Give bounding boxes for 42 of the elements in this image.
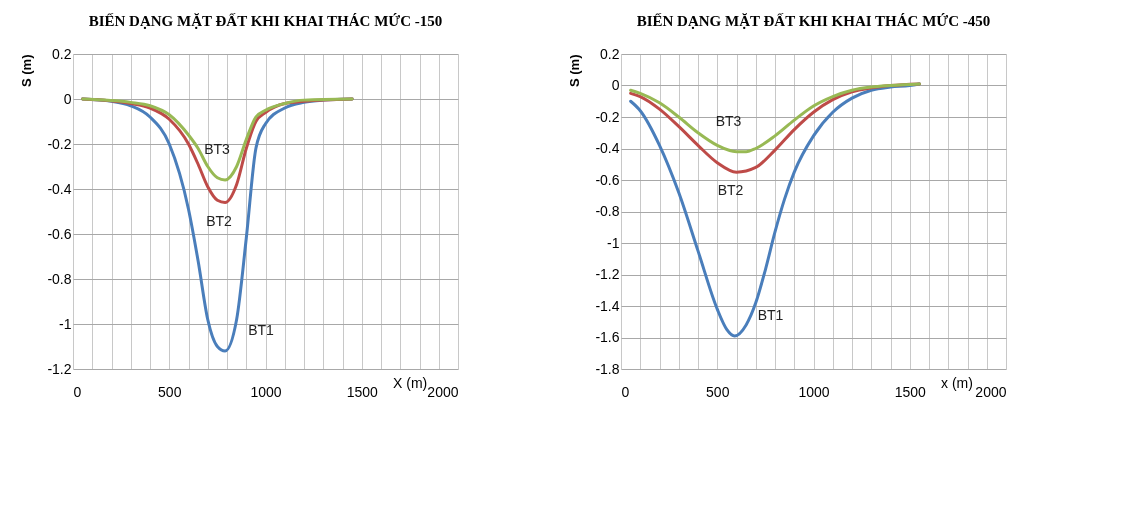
- y-tick-label: -0.6: [47, 225, 72, 242]
- x-tick-label: 2000: [427, 383, 459, 400]
- x-tick-label: 1000: [250, 383, 282, 400]
- y-tick-label: 0: [611, 77, 620, 93]
- x-tick-label: 1500: [894, 383, 927, 400]
- x-tick-label: 1000: [798, 383, 830, 400]
- y-tick-label: -0.8: [595, 203, 620, 219]
- y-tick-label: 0.2: [600, 45, 620, 62]
- x-tick-label: 2000: [975, 383, 1007, 400]
- series-label: BT1: [757, 306, 784, 323]
- y-tick-label: -0.6: [595, 171, 620, 188]
- chart-title: BIẾN DẠNG MẶT ĐẤT KHI KHAI THÁC MỨC -450: [636, 13, 991, 29]
- series-label: BT3: [715, 112, 742, 129]
- y-axis-title: S (m): [18, 54, 34, 87]
- line-series: [81, 97, 354, 182]
- y-tick-label: -1: [59, 315, 72, 332]
- y-tick-label: 0.2: [52, 45, 72, 62]
- x-tick-label: 500: [158, 383, 182, 400]
- y-tick-label: 0: [63, 90, 72, 107]
- chart-title: BIẾN DẠNG MẶT ĐẤT KHI KHAI THÁC MỨC -150: [88, 13, 443, 29]
- y-tick-label: -1.8: [595, 360, 620, 377]
- x-axis-title: x (m): [941, 374, 973, 391]
- y-tick-label: -0.8: [47, 270, 72, 287]
- y-tick-label: -0.4: [47, 180, 72, 197]
- line-series: [629, 82, 921, 338]
- y-tick-label: -0.2: [47, 135, 72, 152]
- x-tick-label: 1500: [346, 383, 379, 400]
- y-axis-title: S (m): [566, 54, 582, 87]
- series-label: BT2: [717, 182, 744, 199]
- x-tick-label: 500: [706, 383, 730, 400]
- series-label: BT3: [204, 141, 231, 157]
- series-label: BT1: [248, 322, 275, 338]
- line-series: [629, 82, 921, 154]
- y-tick-label: -0.2: [595, 108, 620, 125]
- y-tick-label: -1.4: [595, 297, 620, 314]
- series-label: BT2: [206, 212, 233, 229]
- y-tick-label: -1.2: [47, 360, 72, 377]
- x-axis-title: X (m): [393, 374, 428, 391]
- y-tick-label: -1: [607, 234, 620, 251]
- y-tick-label: -1.6: [595, 329, 620, 345]
- y-tick-label: -1.2: [595, 266, 620, 282]
- y-tick-label: -0.4: [595, 140, 620, 156]
